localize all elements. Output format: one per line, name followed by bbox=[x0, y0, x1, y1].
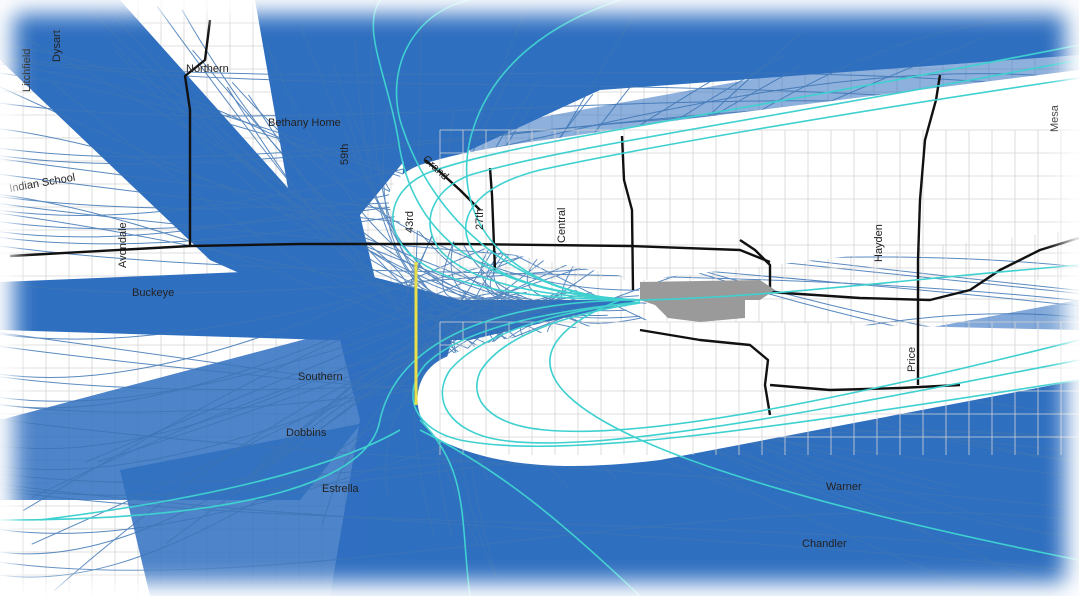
freeways bbox=[9, 19, 1079, 416]
highlighted-flight-track bbox=[465, 77, 1079, 301]
freeway-sr51 bbox=[620, 135, 635, 291]
highlighted-flight-track bbox=[395, 0, 641, 301]
freeway-superstition bbox=[769, 383, 961, 392]
label-price: Price bbox=[906, 347, 918, 372]
label-mesa: Mesa bbox=[1049, 104, 1061, 132]
label-avondale: Avondale bbox=[117, 222, 129, 268]
flight-track bbox=[345, 110, 578, 310]
highlighted-flight-track bbox=[429, 59, 1079, 301]
freeway-loop101-west bbox=[183, 19, 212, 246]
flight-track bbox=[264, 38, 525, 307]
freeway-101-price bbox=[916, 74, 942, 385]
label-warner: Warner bbox=[826, 481, 862, 493]
flight-track bbox=[231, 81, 640, 291]
label-43rd: 43rd bbox=[404, 211, 416, 233]
highlighted-flight-track bbox=[0, 299, 641, 521]
highlighted-flight-track bbox=[419, 429, 641, 596]
north-loop-area bbox=[388, 70, 1079, 280]
highlighted-flight-track bbox=[372, 0, 641, 301]
freeway-202 bbox=[739, 236, 1079, 302]
corridor-south-west-fan bbox=[120, 420, 380, 596]
corridor-north bbox=[255, 0, 420, 300]
freeway-i10-south bbox=[639, 328, 772, 416]
flight-track bbox=[0, 86, 525, 304]
highlighted-flight-track bbox=[392, 44, 1079, 301]
highlighted-flight-track bbox=[476, 302, 1079, 433]
highlighted-flight-track bbox=[549, 299, 1079, 561]
label-estrella: Estrella bbox=[322, 483, 360, 495]
highlighted-flight-track bbox=[465, 0, 641, 301]
highlighted-flight-track bbox=[39, 429, 401, 521]
flight-track bbox=[23, 309, 447, 511]
flight-track bbox=[97, 296, 556, 463]
sky-harbor-airport bbox=[640, 280, 775, 322]
flight-track bbox=[321, 289, 577, 525]
label-59th: 59th bbox=[339, 144, 351, 165]
label-southern: Southern bbox=[298, 371, 343, 383]
flight-track bbox=[0, 73, 1079, 216]
flight-track bbox=[0, 128, 1079, 463]
flight-track bbox=[0, 490, 1079, 555]
label-litchfield: Litchfield bbox=[21, 49, 33, 92]
flight-track bbox=[332, 62, 547, 311]
label-bethany-home: Bethany Home bbox=[268, 117, 341, 129]
label-chandler: Chandler bbox=[802, 538, 847, 550]
flight-track bbox=[0, 256, 1079, 294]
approach-loop-areas bbox=[388, 70, 1079, 466]
label-dysart: Dysart bbox=[51, 30, 63, 62]
label-hayden: Hayden bbox=[873, 224, 885, 262]
label-buckeye: Buckeye bbox=[132, 287, 174, 299]
label-27th: 27th bbox=[474, 209, 486, 230]
flight-track bbox=[270, 315, 516, 466]
airport-footprint bbox=[640, 280, 775, 322]
street-grid-loops bbox=[439, 129, 1079, 455]
highlighted-flight-track bbox=[441, 301, 1079, 444]
flight-track bbox=[0, 245, 1079, 302]
highlighted-flight-track bbox=[639, 264, 1079, 301]
corridor-northeast bbox=[400, 0, 1079, 200]
label-dobbins: Dobbins bbox=[286, 427, 327, 439]
corridor-southeast bbox=[400, 360, 1079, 596]
corridor-west-northwest bbox=[0, 0, 330, 300]
flight-track bbox=[0, 430, 1079, 496]
highlighted-flight-track bbox=[412, 301, 1079, 448]
south-loop-area bbox=[417, 320, 1079, 466]
flight-track bbox=[0, 418, 1079, 509]
flight-track bbox=[156, 5, 417, 303]
flight-track bbox=[115, 49, 574, 306]
flight-track bbox=[0, 483, 1079, 572]
label-central: Central bbox=[556, 208, 568, 243]
flight-track bbox=[0, 511, 1079, 571]
label-northern: Northern bbox=[186, 63, 229, 75]
flight-track bbox=[0, 203, 1079, 307]
flight-track bbox=[92, 12, 403, 314]
